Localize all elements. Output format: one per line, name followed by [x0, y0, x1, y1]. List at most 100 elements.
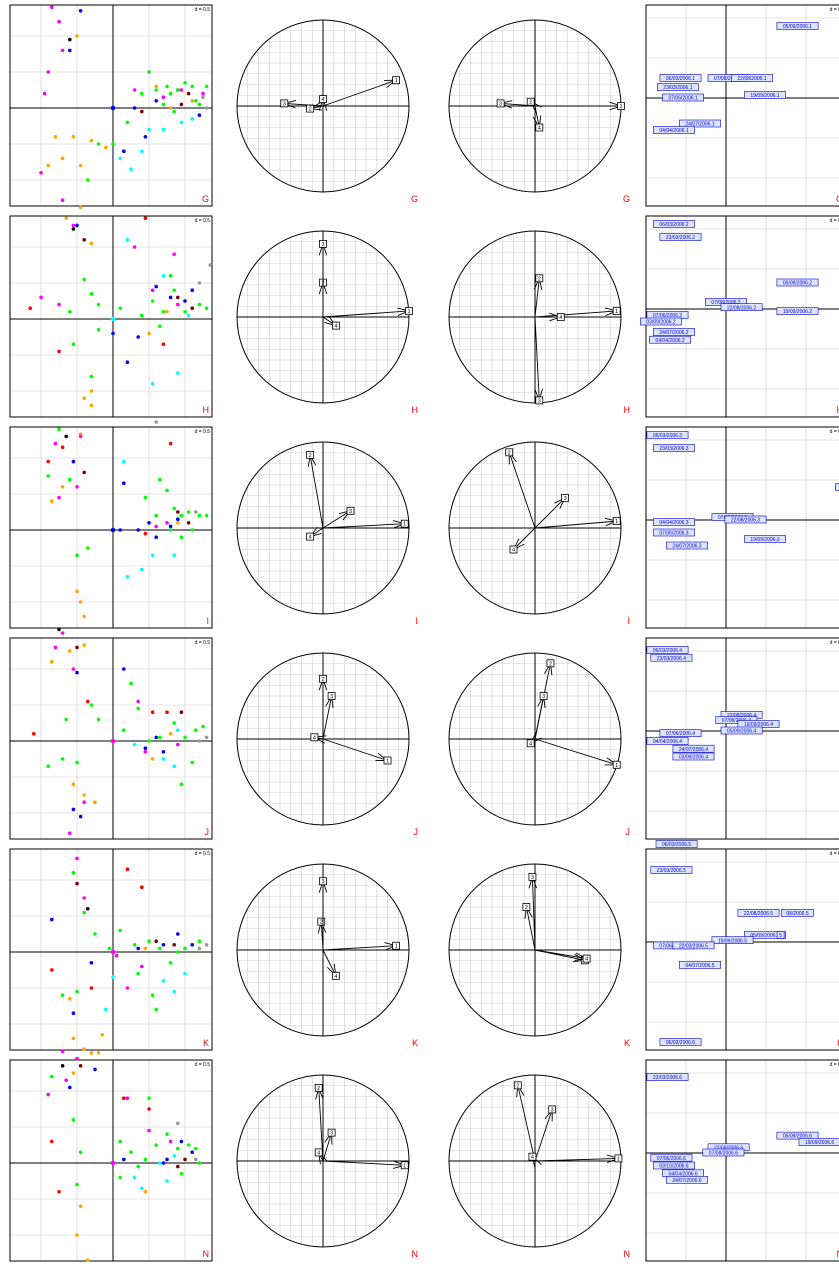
date-label: 19/09/2006.4	[744, 722, 773, 728]
scatter-point	[60, 993, 65, 997]
scatter-point	[197, 113, 202, 117]
scatter-point	[204, 306, 209, 311]
date-label: 07/06/2006.1	[668, 96, 697, 102]
date-panel-I: d = 0.506/03/2006.323/03/2006.305/09/200…	[645, 426, 839, 629]
scatter-point	[176, 1121, 180, 1126]
date-label-box	[711, 936, 754, 945]
unit-circle	[236, 1074, 410, 1248]
scatter-point	[39, 171, 43, 175]
date-label: 04/04/2006.4	[653, 739, 682, 745]
vector-label-box	[539, 692, 548, 700]
panel-letter: J	[205, 827, 210, 837]
scatter-point	[158, 735, 162, 740]
date-label-box	[776, 22, 819, 30]
vector-arrow	[534, 310, 617, 318]
date-label: 07/06/2006.6	[657, 1156, 686, 1162]
panel-border	[9, 426, 213, 629]
date-label-box	[655, 840, 698, 848]
date-label: 06/03/2006.4	[653, 648, 682, 654]
vector-label-box	[526, 97, 535, 106]
scatter-point	[50, 1074, 54, 1079]
scatter-point	[179, 782, 184, 786]
date-label: 04/04/2006.1	[659, 128, 688, 134]
date-panel-G: d = 0.5 05/09/2006.1 06/03/2006.1 23/03/200…	[645, 4, 839, 207]
scatter-point	[89, 138, 94, 143]
vector-label: 2	[309, 453, 312, 459]
date-label-box	[744, 535, 786, 543]
vector-arrow	[322, 945, 397, 951]
scatter-point	[140, 109, 144, 114]
scatter-point	[71, 227, 76, 231]
date-label-box	[653, 328, 695, 336]
scatter-point	[140, 91, 144, 96]
scatter-point	[50, 917, 54, 922]
date-label: 23/03/2006.1	[663, 85, 692, 91]
scatter-point	[96, 142, 101, 146]
scatter-point	[89, 389, 94, 393]
correlation-circle-1-I: 1 2 3 4 I	[236, 441, 418, 626]
date-label: 22/08/2006.3	[731, 518, 760, 524]
scatter-point	[111, 142, 115, 146]
scatter-point	[78, 163, 83, 168]
date-label-box	[659, 233, 702, 241]
date-label-box	[653, 528, 695, 537]
scatter-point	[89, 241, 94, 246]
scatter-point	[89, 1051, 94, 1055]
scatter-point	[154, 284, 158, 289]
date-label-box	[781, 909, 814, 917]
panel-letter: I	[206, 616, 209, 626]
scatter-point	[140, 149, 144, 153]
panel-letter: K	[412, 1038, 418, 1048]
scatter-point	[89, 703, 94, 707]
vector-label-box	[383, 756, 392, 765]
vector-label-box	[346, 506, 355, 515]
scatter-point	[201, 724, 205, 729]
scatter-point	[154, 88, 158, 92]
scatter-point	[136, 528, 140, 532]
scatter-point	[208, 263, 212, 267]
date-label: 23/03/2006.4	[657, 656, 686, 662]
scatter-point	[143, 1190, 148, 1194]
vector-label-box	[582, 954, 591, 963]
date-label: 07/08/2006.4	[722, 718, 751, 724]
unit-circle	[448, 652, 622, 826]
date-label: 06/03/2006.1	[666, 76, 695, 82]
scatter-point	[60, 445, 65, 450]
vector-label: 3	[531, 875, 534, 881]
vector-arrow	[534, 316, 540, 401]
scatter-point	[82, 793, 86, 797]
scatter-point	[71, 1011, 76, 1015]
date-label: 06/03/2006.6	[666, 1040, 695, 1046]
scatter-point	[190, 84, 194, 89]
vector-label-box	[528, 1152, 537, 1161]
scatter-point	[186, 91, 191, 96]
vector-label: 2	[508, 450, 511, 456]
date-label: 24/07/2006.6	[672, 1178, 701, 1184]
scatter-point	[42, 91, 47, 96]
scatter-point	[100, 1033, 104, 1037]
scatter-point	[86, 178, 90, 182]
scatter-point	[190, 943, 194, 947]
date-panel-K: d = 0.5 06/03/2006.5 23/03/2006.5 22/08/200…	[645, 840, 839, 1051]
scatter-point	[122, 728, 126, 732]
vector-label: 1	[386, 759, 389, 765]
scatter-panel-J: d = 0.5 J	[9, 627, 213, 840]
scatter-point	[176, 88, 180, 92]
panel-border	[645, 4, 839, 207]
vector-label: 1	[395, 78, 398, 84]
scatter-panel-I: d = 0.5 I	[9, 420, 213, 647]
scatter-point	[68, 831, 72, 835]
scatter-point	[154, 535, 158, 539]
vector-label: 4	[512, 548, 515, 554]
scatter-point	[50, 660, 54, 664]
scatter-point	[132, 88, 137, 92]
vector-label-box	[392, 76, 401, 85]
scatter-point	[118, 1139, 122, 1144]
vector-arrow	[322, 949, 337, 977]
scatter-point	[78, 1204, 83, 1208]
scatter-point	[172, 252, 176, 256]
scatter-point	[46, 764, 50, 768]
